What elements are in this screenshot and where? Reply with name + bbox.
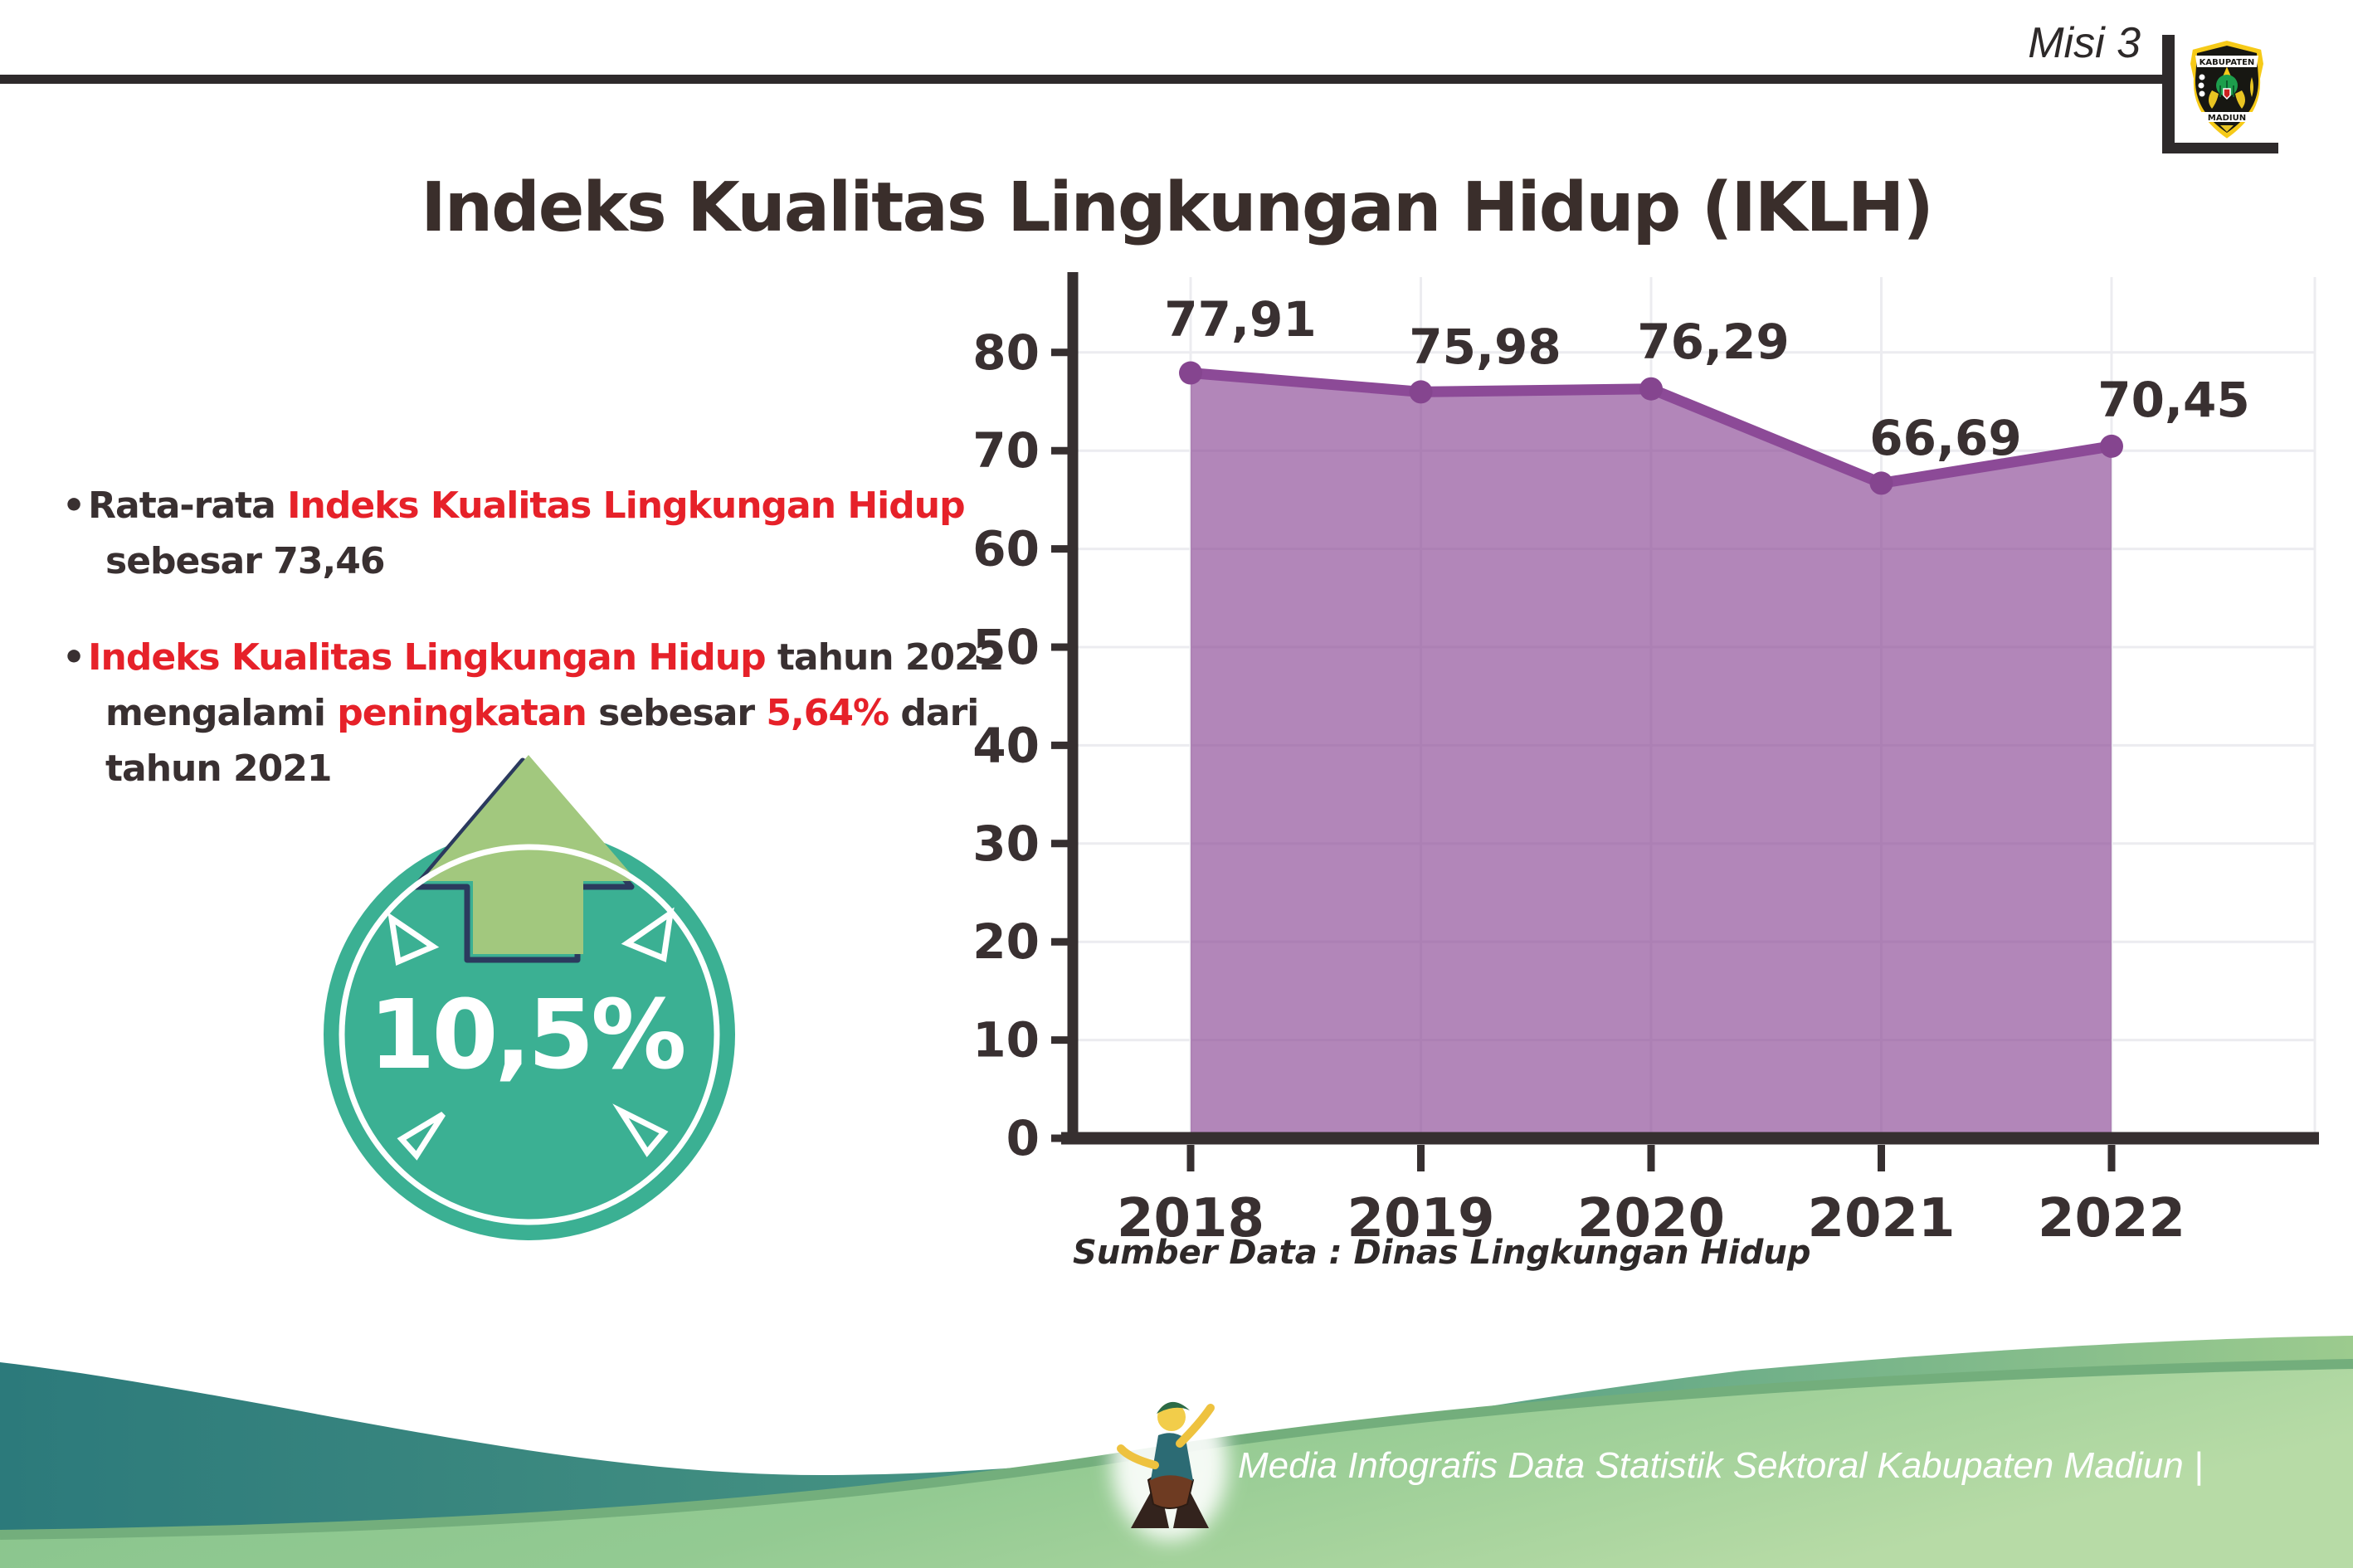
logo-bottom-text: MADIUN	[2208, 114, 2246, 123]
y-tick-label: 30	[972, 816, 1040, 872]
logo-frame-vertical-bar	[2162, 35, 2175, 153]
kabupaten-madiun-logo: KABUPATEN MADIUN	[2188, 38, 2266, 141]
x-tick-label: 2020	[1577, 1188, 1725, 1249]
logo-right-wing-icon	[2235, 90, 2245, 109]
page-title: Indeks Kualitas Lingkungan Hidup (IKLH)	[421, 168, 1934, 247]
data-point	[1409, 380, 1433, 404]
logo-left-wing-icon	[2209, 90, 2219, 109]
increase-badge: 10,5%	[324, 755, 735, 1240]
data-point	[1179, 361, 1202, 385]
body-text: sebesar 73,46	[105, 540, 385, 582]
body-text: mengalami	[105, 692, 338, 734]
bullet-line: •Rata-rata Indeks Kualitas Lingkungan Hi…	[62, 478, 991, 533]
dancer-mascot-icon	[1112, 1388, 1228, 1541]
logo-wheat-icon	[2250, 77, 2253, 97]
value-label: 70,45	[2097, 372, 2249, 428]
bullet-dot: •	[62, 636, 85, 679]
x-tick-label: 2021	[1807, 1188, 1955, 1249]
data-point	[1869, 471, 1893, 495]
value-label: 66,69	[1869, 410, 2021, 466]
bullet-list: •Rata-rata Indeks Kualitas Lingkungan Hi…	[62, 478, 1004, 837]
highlight-text: peningkatan	[337, 692, 587, 734]
y-tick-label: 60	[972, 521, 1040, 577]
misi-label: Misi 3	[2028, 19, 2141, 67]
logo-top-ribbon	[2195, 56, 2258, 67]
bullet-item: •Indeks Kualitas Lingkungan Hidup tahun …	[62, 630, 1004, 796]
badge-triangle-lower-left	[397, 1111, 446, 1161]
y-tick-label: 50	[972, 619, 1040, 675]
body-text: sebesar	[586, 692, 767, 734]
footer-waves	[0, 1336, 2353, 1568]
chart-source-note: Sumber Data : Dinas Lingkungan Hidup	[1073, 1234, 1810, 1272]
x-tick-label: 2018	[1117, 1188, 1264, 1249]
value-label: 76,29	[1637, 314, 1789, 370]
y-tick-label: 40	[972, 717, 1040, 773]
logo-bottom-ornament	[2220, 125, 2234, 132]
up-arrow-outline	[412, 757, 635, 963]
up-arrow-icon	[421, 755, 637, 954]
y-tick-label: 80	[972, 324, 1040, 381]
badge-triangle-upper-left	[387, 912, 440, 966]
footer-caption: Media Infografis Data Statistik Sektoral…	[1238, 1445, 2204, 1486]
x-tick-label: 2022	[2038, 1188, 2185, 1249]
y-tick-label: 10	[972, 1012, 1040, 1069]
body-text: Rata-rata	[88, 485, 288, 527]
logo-cotton-1	[2199, 74, 2205, 80]
iklh-area-chart: 0 10 20 30 40 50 60 70 80 2018 2019 2020 2021 2022 77,…	[972, 272, 2319, 1272]
logo-cotton-2	[2198, 82, 2204, 89]
data-point	[2100, 434, 2123, 458]
x-tick-label: 2019	[1347, 1188, 1494, 1249]
mascot-cap	[1157, 1401, 1190, 1414]
badge-inner-ring	[339, 844, 720, 1225]
highlight-text: 5,64%	[766, 692, 889, 734]
badge-value: 10,5%	[369, 980, 684, 1091]
body-text: tahun 2021	[105, 747, 332, 790]
logo-top-text: KABUPATEN	[2200, 58, 2255, 67]
bullet-dot: •	[62, 485, 85, 527]
body-text: tahun 2022	[765, 636, 1004, 679]
logo-cotton-3	[2199, 90, 2205, 97]
logo-center-shield	[2223, 88, 2231, 100]
mascot-right-arm	[1176, 1404, 1215, 1448]
header-rule	[0, 75, 2162, 84]
body-text: dari	[889, 692, 979, 734]
badge-triangle-lower-right	[612, 1103, 669, 1157]
y-tick-label: 0	[1006, 1110, 1040, 1166]
value-label: 77,91	[1164, 291, 1316, 348]
badge-triangle-upper-right	[621, 907, 675, 962]
y-tick-label: 20	[972, 913, 1040, 970]
bullet-line: tahun 2021	[62, 741, 991, 796]
y-tick-label: 70	[972, 422, 1040, 479]
highlight-text: Indeks Kualitas Lingkungan Hidup	[88, 636, 766, 679]
bullet-line: •Indeks Kualitas Lingkungan Hidup tahun …	[62, 630, 1004, 685]
data-point	[1639, 377, 1663, 401]
highlight-text: Indeks Kualitas Lingkungan Hidup	[287, 485, 965, 527]
mascot-left-arm	[1117, 1444, 1159, 1469]
bullet-line: sebesar 73,46	[62, 533, 991, 589]
logo-frame-foot-bar	[2162, 143, 2278, 153]
bullet-line: mengalami peningkatan sebesar 5,64% dari	[62, 685, 991, 741]
value-label: 75,98	[1409, 319, 1561, 375]
area-fill	[1191, 373, 2112, 1138]
bullet-item: •Rata-rata Indeks Kualitas Lingkungan Hi…	[62, 478, 991, 589]
logo-bottom-ribbon	[2199, 112, 2255, 122]
